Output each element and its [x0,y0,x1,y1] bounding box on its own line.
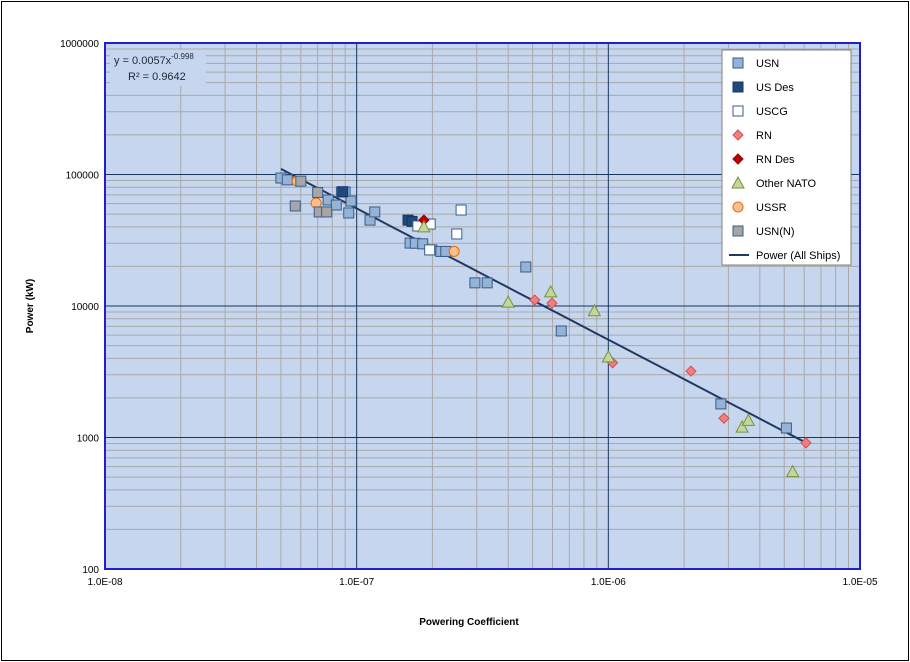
y-axis-title: Power (kW) [25,279,36,333]
data-point-usn [345,195,357,207]
legend-label-rn-des: RN Des [756,154,795,166]
legend-label-trendline: Power (All Ships) [756,250,840,262]
data-point-other-nato [501,295,516,308]
data-point-uscg [451,228,463,240]
plot-border [104,42,861,570]
data-point-usn [715,398,727,410]
data-point-usn [555,325,567,337]
legend-label-other-nato: Other NATO [756,178,817,190]
data-point-other-nato [741,413,756,426]
data-point-usn-n [289,200,301,212]
x-tick-label: 1.0E-08 [87,577,122,588]
legend-label-usn: USN [756,58,779,70]
data-point-usn [343,207,355,219]
data-point-other-nato [587,303,602,317]
data-point-usn [417,238,429,250]
data-point-usn [520,261,532,273]
y-tick-label: 100000 [66,171,100,182]
data-point-usn [281,174,293,186]
y-tick-label: 1000 [77,434,100,445]
data-point-rn [718,412,730,424]
legend-label-uscg: USCG [756,106,788,118]
legend-marker-other-nato [731,175,745,189]
data-point-rn [800,437,812,449]
data-point-usn [780,422,792,434]
data-point-rn [529,294,541,306]
data-point-uscg [424,244,436,256]
grid [105,43,860,569]
legend-marker-ussr [732,201,744,213]
data-point-usn [481,277,493,289]
y-axis-ticks: 100 1000 10000 100000 1000000 [60,39,99,576]
equation-box [110,50,206,86]
x-tick-label: 1.0E-05 [842,577,877,588]
equation-text: y = 0.0057x-0.998 [114,52,194,67]
trendline [280,168,807,444]
data-point-other-nato [735,420,749,433]
series-usn-n [289,175,333,218]
y-tick-label: 1000000 [60,39,99,50]
data-point-uscg [455,204,467,216]
data-point-other-nato [601,349,616,363]
legend-label-rn: RN [756,130,772,142]
legend: USN US Des USCG RN RN Des Other NATO USSR USN(N… [721,49,852,266]
data-point-usn-n [295,175,307,187]
data-point-other-nato [785,464,800,478]
y-tick-label: 100 [82,565,99,576]
r-squared-text: R² = 0.9642 [128,71,186,83]
data-point-rn [546,297,558,309]
data-points [275,172,812,478]
legend-marker-rn [732,129,744,141]
y-tick-label: 10000 [71,302,99,313]
data-point-rn [685,365,697,377]
data-point-usn-n [312,186,324,198]
data-point-other-nato [417,219,431,233]
data-point-other-nato [543,284,558,298]
x-axis-title: Powering Coefficient [419,617,519,628]
x-tick-label: 1.0E-06 [591,577,626,588]
legend-label-usn-n: USN(N) [756,226,795,238]
data-point-usn-n [321,206,333,218]
data-point-usn [469,277,481,289]
data-point-usn [369,206,381,218]
trendline-equation: y = 0.0057x-0.998 R² = 0.9642 [110,50,206,86]
data-point-ussr [448,245,460,257]
data-point-usn [330,199,342,211]
legend-marker-usn [732,57,744,69]
x-axis-ticks: 1.0E-08 1.0E-07 1.0E-06 1.0E-05 [87,577,877,588]
legend-marker-rn-des [732,153,744,165]
legend-label-ussr: USSR [756,202,787,214]
legend-marker-uscg [732,105,744,117]
series-other-nato [417,219,800,478]
legend-marker-us-des [732,81,744,93]
data-point-us-des [337,186,349,198]
legend-marker-usn-n [732,225,744,237]
x-tick-label: 1.0E-07 [339,577,374,588]
legend-label-us-des: US Des [756,82,794,94]
